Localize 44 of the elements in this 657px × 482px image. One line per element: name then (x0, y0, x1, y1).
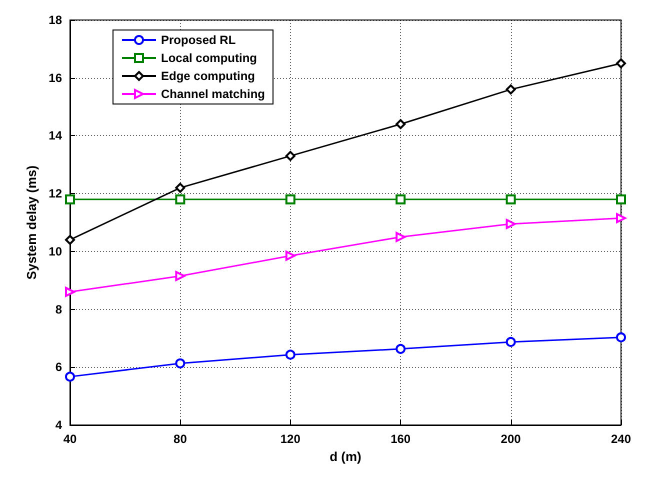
x-axis-title: d (m) (330, 448, 362, 464)
point (396, 344, 406, 354)
point (396, 232, 406, 242)
x-tick-label: 40 (63, 432, 77, 446)
point (175, 271, 186, 282)
point (285, 250, 296, 261)
point (65, 372, 75, 382)
x-tick-label: 240 (610, 432, 632, 446)
legend-label: Channel matching (161, 87, 266, 101)
point (616, 58, 626, 68)
legend-label: Proposed RL (161, 33, 236, 47)
y-tick-label: 10 (48, 244, 62, 258)
y-axis-title: System delay (ms) (24, 165, 39, 280)
y-tick-label: 14 (48, 128, 62, 143)
y-tick-label: 4 (55, 418, 62, 432)
point (506, 84, 516, 94)
x-tick-label: 120 (280, 432, 301, 446)
point (175, 194, 186, 204)
point (285, 150, 296, 161)
point (65, 286, 75, 297)
y-tick-label: 18 (48, 13, 62, 27)
point (616, 194, 626, 204)
legend-label: Edge computing (161, 69, 255, 83)
point (616, 213, 626, 224)
point (616, 332, 626, 342)
legend-label: Local computing (161, 51, 257, 65)
y-tick-label: 6 (55, 360, 62, 374)
point (506, 336, 516, 347)
point (285, 350, 296, 360)
point (65, 194, 75, 204)
y-tick-label: 16 (48, 70, 62, 85)
point (506, 194, 516, 204)
y-tick-label: 12 (48, 186, 62, 201)
point (506, 218, 516, 229)
point (396, 119, 406, 130)
point (175, 182, 186, 193)
point (65, 234, 75, 245)
point (396, 194, 406, 204)
point (175, 358, 186, 368)
point (285, 194, 296, 204)
x-tick-label: 200 (500, 432, 522, 446)
x-tick-label: 80 (174, 432, 188, 446)
y-tick-label: 8 (55, 302, 62, 316)
x-tick-label: 160 (390, 432, 411, 446)
